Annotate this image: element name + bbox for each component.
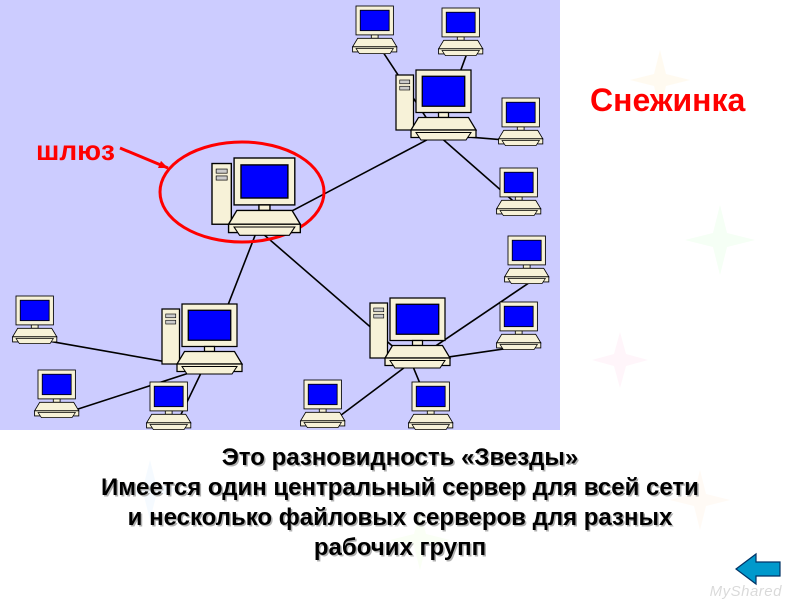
client-pc-icon — [35, 370, 79, 418]
description-text: Это разновидность «Звезды»Имеется один ц… — [0, 443, 800, 563]
client-pc-icon — [147, 382, 191, 430]
gateway-server-icon — [212, 158, 300, 235]
client-pc-icon — [499, 98, 543, 146]
slide-root: шлюз Снежинка Это разновидность «Звезды»… — [0, 0, 800, 600]
client-pc-icon — [13, 296, 57, 344]
client-pc-icon — [505, 236, 549, 284]
file-server-icon — [396, 70, 476, 140]
file-server-icon — [162, 304, 242, 374]
client-pc-icon — [439, 8, 483, 56]
client-pc-icon — [409, 382, 453, 430]
file-server-icon — [370, 298, 450, 368]
diagram-title: Снежинка — [590, 82, 745, 119]
description-line: Это разновидность «Звезды» — [0, 443, 800, 473]
client-pc-icon — [497, 302, 541, 350]
description-line: Имеется один центральный сервер для всей… — [0, 473, 800, 503]
client-pc-icon — [353, 6, 397, 54]
description-line: и несколько файловых серверов для разных — [0, 503, 800, 533]
network-diagram — [0, 0, 560, 430]
gateway-label: шлюз — [36, 135, 115, 167]
client-pc-icon — [301, 380, 345, 428]
client-pc-icon — [497, 168, 541, 216]
prev-slide-button[interactable] — [734, 552, 782, 586]
description-line: рабочих групп — [0, 533, 800, 563]
